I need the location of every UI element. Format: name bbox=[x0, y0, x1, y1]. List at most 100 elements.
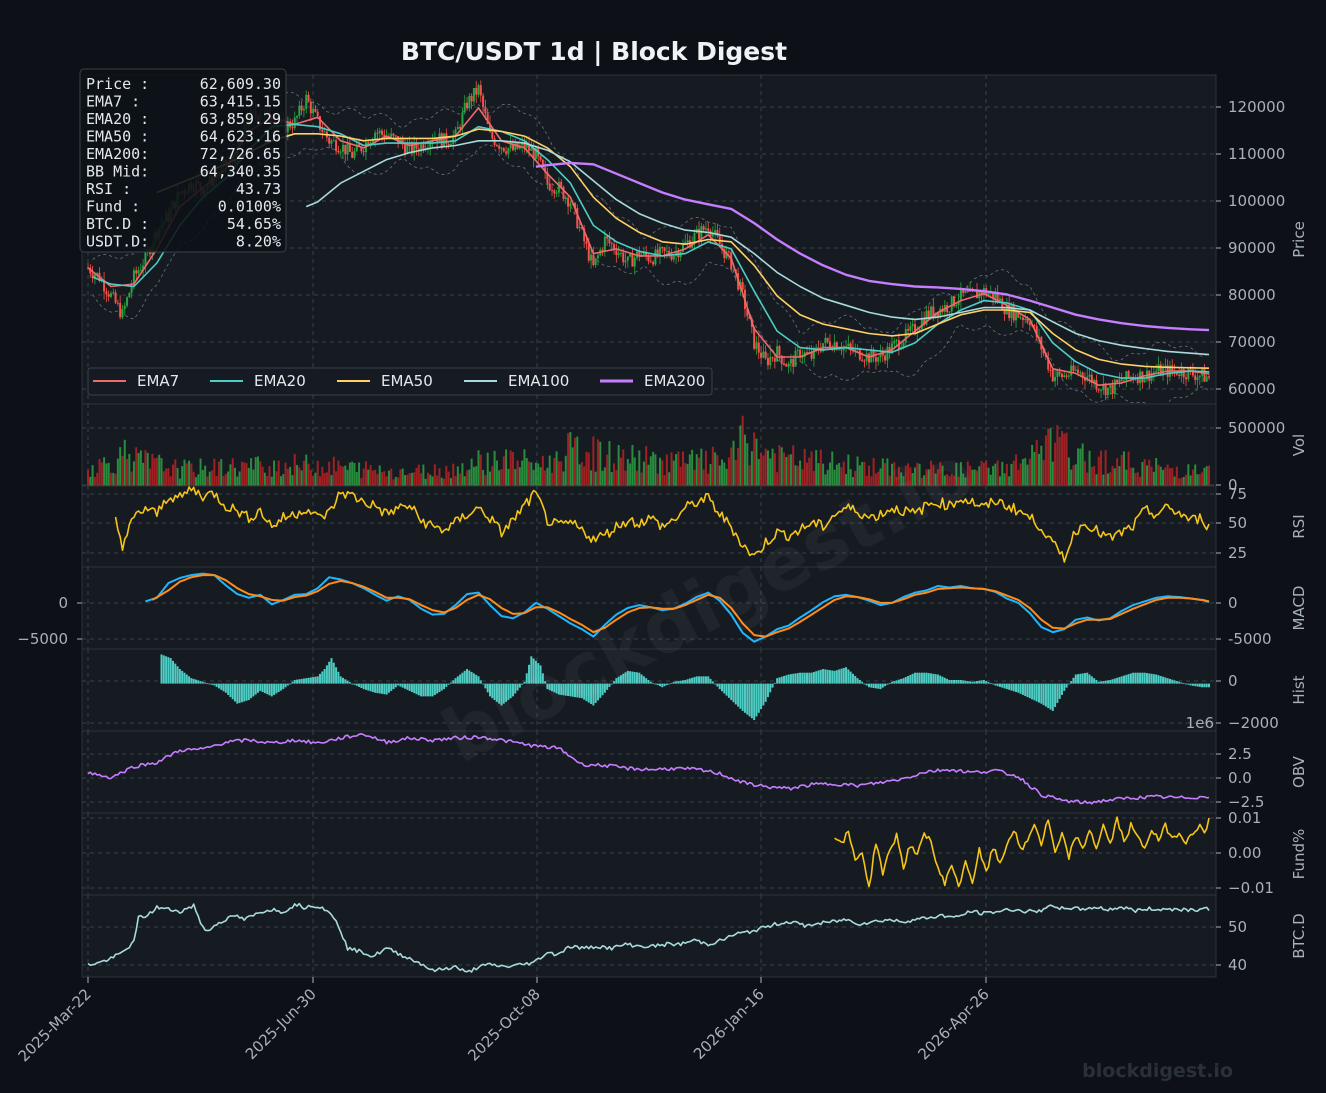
candle-body bbox=[1187, 368, 1190, 380]
volume-bar bbox=[840, 467, 843, 486]
histogram-bar bbox=[1141, 672, 1144, 684]
histogram-bar bbox=[160, 654, 163, 684]
volume-bar bbox=[675, 454, 678, 486]
y-axis-label: OBV bbox=[1290, 755, 1308, 788]
volume-bar bbox=[624, 470, 627, 486]
candle-body bbox=[725, 251, 728, 259]
candle-body bbox=[746, 309, 749, 316]
volume-bar bbox=[185, 463, 188, 486]
volume-bar bbox=[399, 469, 402, 486]
histogram-bar bbox=[1152, 674, 1155, 684]
volume-bar bbox=[771, 448, 774, 486]
volume-bar bbox=[1106, 473, 1109, 486]
volume-bar bbox=[169, 476, 172, 486]
histogram-bar bbox=[681, 680, 684, 684]
histogram-bar bbox=[858, 679, 861, 684]
volume-bar bbox=[358, 462, 361, 486]
histogram-bar bbox=[555, 683, 558, 694]
volume-bar bbox=[507, 468, 510, 486]
candle-body bbox=[309, 101, 312, 114]
histogram-bar bbox=[1026, 683, 1029, 698]
volume-bar bbox=[447, 471, 450, 486]
volume-bar bbox=[1026, 464, 1029, 486]
candle-body bbox=[849, 343, 852, 348]
y-tick-label: −0.01 bbox=[1228, 879, 1274, 897]
histogram-bar bbox=[1081, 673, 1084, 684]
candle-body bbox=[1010, 305, 1013, 319]
candle-body bbox=[874, 357, 877, 362]
histogram-bar bbox=[1097, 681, 1100, 684]
candle-body bbox=[1208, 376, 1210, 378]
volume-bar bbox=[426, 472, 429, 486]
volume-bar bbox=[1191, 469, 1194, 486]
candle-body bbox=[766, 358, 769, 366]
histogram-bar bbox=[737, 683, 740, 707]
histogram-bar bbox=[300, 678, 303, 684]
histogram-bar bbox=[436, 683, 439, 694]
candle-body bbox=[491, 131, 494, 139]
volume-bar bbox=[1102, 474, 1105, 486]
candle-body bbox=[321, 129, 324, 132]
volume-bar bbox=[1074, 464, 1077, 486]
candle-body bbox=[463, 102, 466, 113]
volume-bar bbox=[856, 456, 859, 486]
y-axis-label: MACD bbox=[1290, 586, 1308, 631]
histogram-bar bbox=[1051, 683, 1054, 711]
volume-bar bbox=[721, 459, 724, 486]
volume-bar bbox=[289, 466, 292, 486]
volume-bar bbox=[684, 462, 687, 486]
histogram-bar bbox=[870, 683, 873, 688]
histogram-bar bbox=[810, 672, 813, 684]
histogram-bar bbox=[610, 683, 613, 685]
candle-body bbox=[975, 290, 978, 299]
histogram-bar bbox=[783, 675, 786, 684]
panel-plot-fund bbox=[834, 816, 1210, 888]
volume-bar bbox=[1051, 461, 1054, 486]
candle-body bbox=[845, 346, 848, 348]
volume-bar bbox=[516, 460, 519, 486]
candle-body bbox=[675, 251, 678, 256]
candle-body bbox=[585, 241, 588, 244]
info-label: BTC.D : bbox=[86, 215, 149, 233]
histogram-bar bbox=[470, 671, 473, 684]
volume-bar bbox=[656, 473, 659, 486]
histogram-bar bbox=[851, 673, 854, 684]
volume-bar bbox=[842, 461, 845, 486]
y-tick-label: 50 bbox=[1228, 514, 1247, 532]
histogram-bar bbox=[594, 683, 597, 703]
volume-bar bbox=[1164, 467, 1167, 486]
histogram-bar bbox=[824, 669, 827, 684]
candle-body bbox=[881, 352, 884, 356]
candle-body bbox=[913, 324, 916, 334]
candle-body bbox=[470, 95, 473, 102]
candle-body bbox=[502, 147, 505, 152]
histogram-bar bbox=[364, 683, 367, 690]
volume-bar bbox=[845, 474, 848, 486]
candle-body bbox=[998, 298, 1001, 301]
candle-body bbox=[576, 207, 579, 229]
histogram-bar bbox=[222, 683, 225, 692]
histogram-bar bbox=[443, 683, 446, 690]
volume-bar bbox=[785, 457, 788, 486]
volume-bar bbox=[213, 458, 216, 486]
volume-bar bbox=[87, 469, 89, 486]
volume-bar bbox=[1162, 469, 1165, 486]
candle-body bbox=[773, 358, 776, 362]
y-scale-label: 1e6 bbox=[1186, 714, 1214, 732]
volume-bar bbox=[300, 470, 303, 486]
candle-body bbox=[337, 151, 340, 153]
histogram-bar bbox=[493, 683, 496, 701]
volume-bar bbox=[872, 458, 875, 486]
histogram-bar bbox=[472, 673, 475, 684]
histogram-bar bbox=[167, 657, 170, 684]
histogram-bar bbox=[1001, 683, 1004, 688]
candle-body bbox=[534, 147, 537, 160]
histogram-bar bbox=[789, 674, 792, 684]
histogram-bar bbox=[608, 683, 611, 687]
candle-body bbox=[966, 291, 969, 293]
histogram-bar bbox=[780, 676, 783, 684]
histogram-bar bbox=[454, 678, 457, 684]
histogram-bar bbox=[215, 683, 218, 687]
histogram-bar bbox=[206, 683, 209, 685]
histogram-bar bbox=[762, 683, 765, 706]
